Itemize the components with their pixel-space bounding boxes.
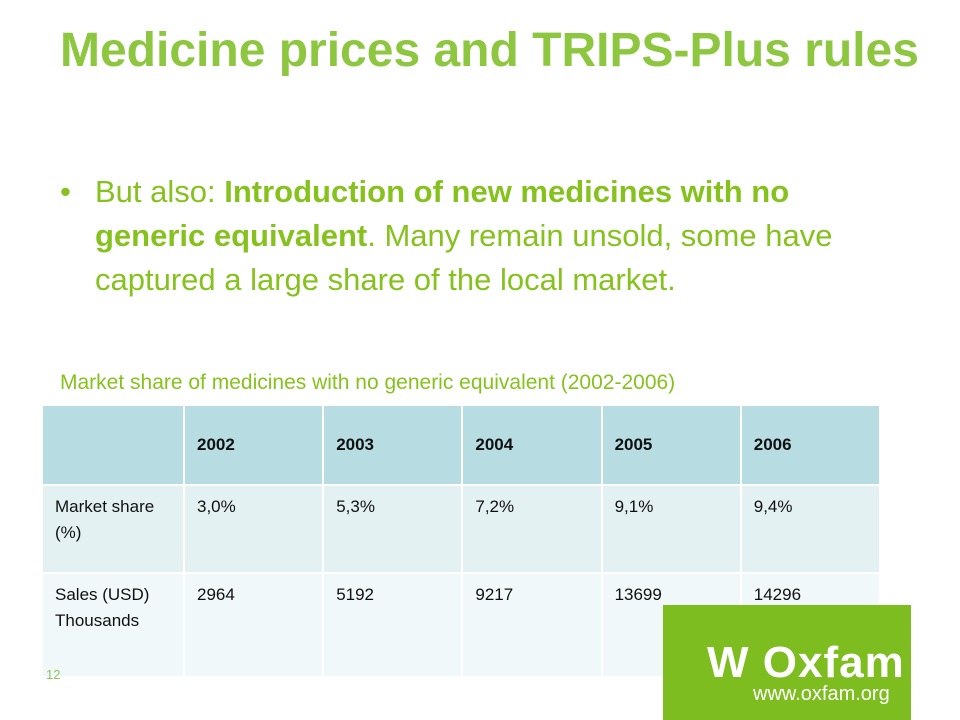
value-cell: 9,1%	[600, 484, 742, 574]
row-label-cell: Sales (USD) Thousands	[41, 572, 185, 678]
header-year-cell: 2002	[182, 404, 325, 486]
bullet-text: But also: Introduction of new medicines …	[95, 170, 850, 302]
bullet-prefix: But also:	[95, 174, 225, 209]
bullet-rest: . Many remain unsold, some have captured…	[95, 218, 833, 297]
bullet-bold-text: Introduction of new medicines with no ge…	[95, 174, 790, 253]
header-year-cell: 2006	[739, 404, 882, 486]
value-cell: 5192	[322, 572, 464, 678]
value-cell: 2964	[182, 572, 325, 678]
table-row: Market share (%) 3,0% 5,3% 7,2% 9,1% 9,4…	[41, 484, 882, 574]
value-cell: 9,4%	[739, 484, 882, 574]
header-year-cell: 2003	[322, 404, 464, 486]
value-cell: 7,2%	[461, 484, 603, 574]
bullet-point: • But also: Introduction of new medicine…	[60, 170, 850, 302]
header-year-cell: 2004	[461, 404, 603, 486]
market-share-table: 2002 2003 2004 2005 2006 Market share (%…	[41, 404, 882, 678]
value-cell: 5,3%	[322, 484, 464, 574]
oxfam-footer: W Oxfam www.oxfam.org	[663, 605, 911, 720]
value-cell: 3,0%	[182, 484, 325, 574]
oxfam-logo: W Oxfam	[707, 638, 905, 687]
oxfam-url-link[interactable]: www.oxfam.org	[753, 683, 890, 705]
header-corner-cell	[41, 404, 185, 486]
table-caption: Market share of medicines with no generi…	[60, 371, 676, 394]
header-year-cell: 2005	[600, 404, 742, 486]
row-label-cell: Market share (%)	[41, 484, 185, 574]
page-number: 12	[46, 667, 61, 682]
value-cell: 9217	[461, 572, 603, 678]
bullet-marker: •	[60, 174, 71, 209]
slide-title: Medicine prices and TRIPS-Plus rules	[60, 24, 919, 77]
table-header-row: 2002 2003 2004 2005 2006	[41, 404, 882, 486]
